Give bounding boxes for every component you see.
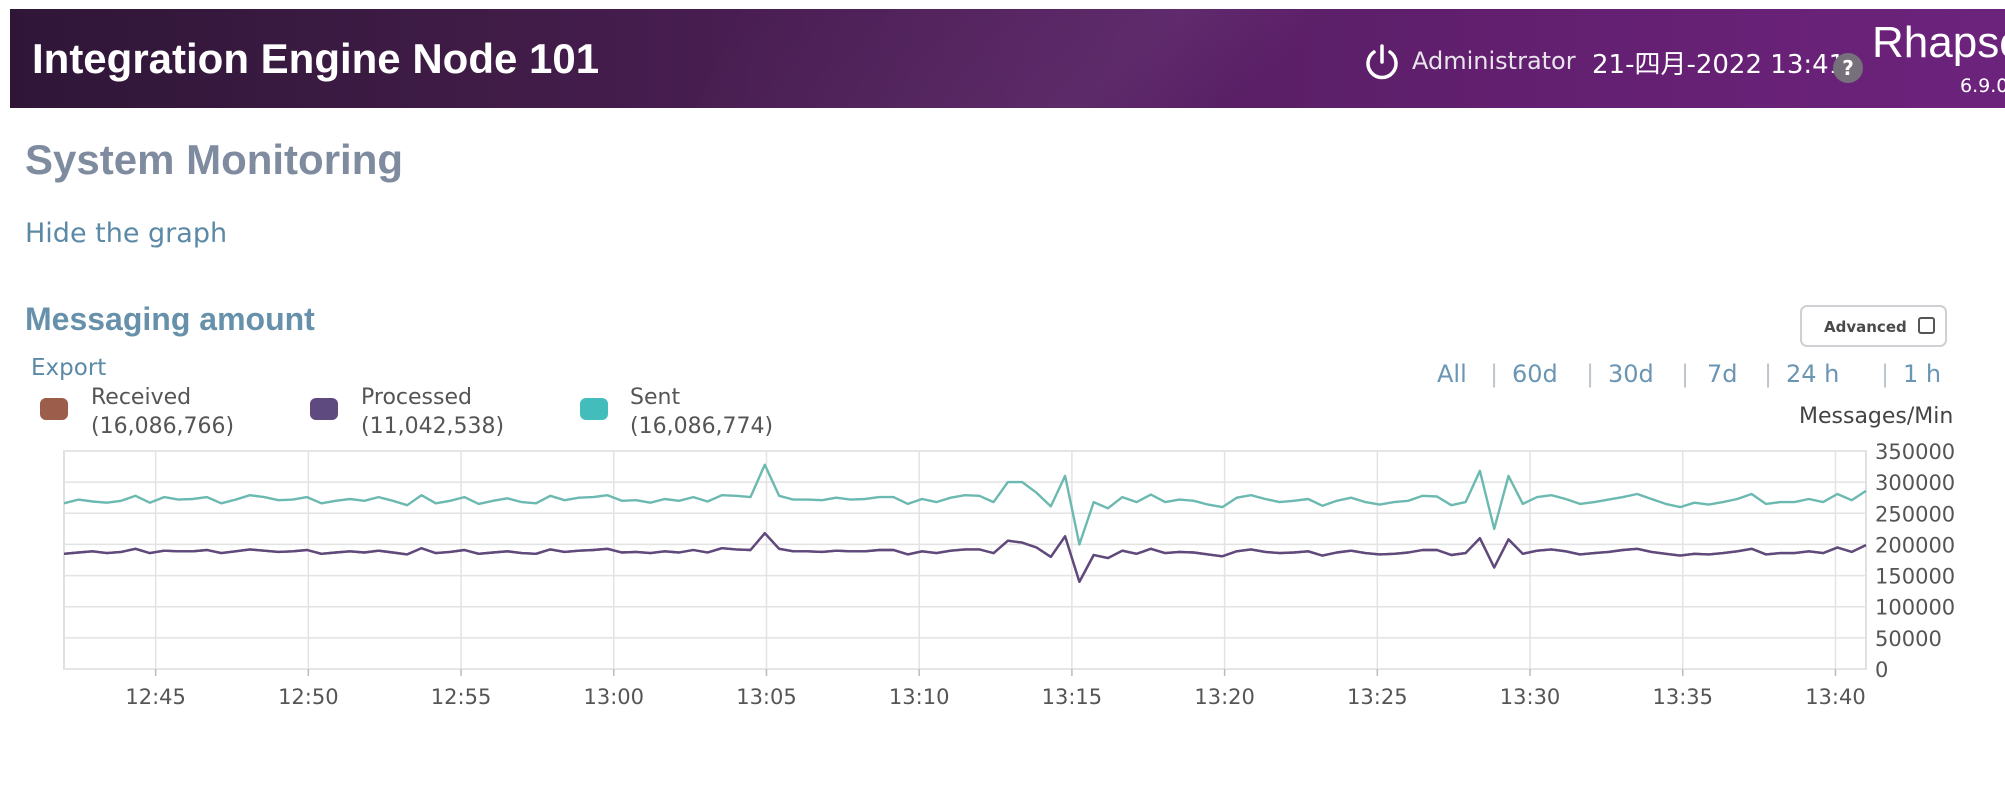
node-title: Integration Engine Node 101 — [32, 35, 600, 82]
power-icon[interactable] — [1362, 42, 1402, 82]
x-tick-label: 13:20 — [1194, 685, 1255, 709]
page-title: System Monitoring — [25, 136, 404, 183]
x-tick-label: 13:10 — [889, 685, 950, 709]
y-tick-label: 200000 — [1875, 533, 1955, 557]
x-tick-label: 13:25 — [1347, 685, 1408, 709]
y-tick-label: 250000 — [1875, 502, 1955, 526]
export-link[interactable]: Export — [31, 355, 107, 381]
y-tick-label: 0 — [1875, 658, 1888, 682]
range-separator: | — [1586, 360, 1595, 388]
range-separator: | — [1490, 360, 1499, 388]
legend-label-processed[interactable]: Processed — [361, 385, 472, 410]
y-tick-label: 350000 — [1875, 440, 1955, 464]
brand-logo: Rhapsody — [1872, 18, 2005, 67]
y-axis-unit-label: Messages/Min — [1799, 404, 1954, 429]
hide-graph-link[interactable]: Hide the graph — [25, 218, 228, 249]
legend-label-received[interactable]: Received — [91, 385, 192, 410]
header-datetime: 21-四月-2022 13:41 — [1592, 50, 1846, 80]
series-line-sent — [63, 463, 1867, 546]
x-tick-label: 13:30 — [1500, 685, 1561, 709]
help-icon[interactable]: ? — [1833, 53, 1863, 83]
advanced-checkbox[interactable] — [1918, 317, 1935, 334]
range-30d[interactable]: 30d — [1608, 360, 1654, 388]
legend-swatch-sent — [580, 398, 608, 420]
range-24h[interactable]: 24 h — [1786, 360, 1840, 388]
range-separator: | — [1881, 360, 1890, 388]
brand-version: 6.9.0 — [1960, 75, 2005, 97]
range-1h[interactable]: 1 h — [1903, 360, 1942, 388]
x-tick-label: 13:35 — [1652, 685, 1713, 709]
legend-swatch-received — [40, 398, 68, 420]
app-header: Integration Engine Node 101 Administrato… — [10, 9, 2005, 108]
legend-count-sent: (16,086,774) — [630, 414, 774, 439]
range-all[interactable]: All — [1437, 360, 1467, 388]
x-tick-label: 12:50 — [278, 685, 339, 709]
y-tick-label: 150000 — [1875, 565, 1955, 589]
range-60d[interactable]: 60d — [1512, 360, 1558, 388]
x-tick-label: 12:45 — [125, 685, 186, 709]
x-tick-label: 13:15 — [1042, 685, 1103, 709]
range-7d[interactable]: 7d — [1707, 360, 1738, 388]
section-title: Messaging amount — [25, 301, 315, 337]
x-tick-label: 13:05 — [736, 685, 797, 709]
legend-label-sent[interactable]: Sent — [630, 385, 681, 410]
plot-area — [63, 450, 1867, 670]
x-tick-label: 12:55 — [431, 685, 492, 709]
range-separator: | — [1681, 360, 1690, 388]
advanced-label: Advanced — [1824, 318, 1907, 336]
y-tick-label: 50000 — [1875, 627, 1942, 651]
legend-count-received: (16,086,766) — [91, 414, 235, 439]
advanced-toggle[interactable]: Advanced — [1800, 305, 1947, 347]
legend-count-processed: (11,042,538) — [361, 414, 505, 439]
legend-swatch-processed — [310, 398, 338, 420]
user-name[interactable]: Administrator — [1412, 47, 1576, 75]
series-line-processed — [63, 532, 1867, 583]
y-tick-label: 100000 — [1875, 596, 1955, 620]
range-separator: | — [1764, 360, 1773, 388]
x-tick-label: 13:40 — [1805, 685, 1866, 709]
y-tick-label: 300000 — [1875, 471, 1955, 495]
x-tick-label: 13:00 — [583, 685, 644, 709]
